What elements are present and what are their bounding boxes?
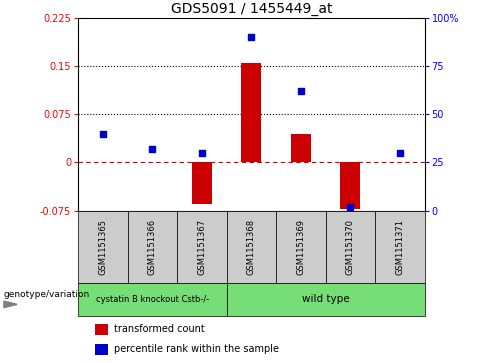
Point (99, 131, 107, 136)
Point (198, 150, 206, 156)
Polygon shape (4, 301, 17, 308)
Bar (226, 211, 276, 283)
Bar (226, 283, 425, 316)
Text: GSM1151366: GSM1151366 (148, 219, 157, 275)
Text: wild type: wild type (302, 294, 349, 305)
Bar (341, 163, 360, 209)
Point (148, 146, 156, 152)
Point (247, 34, 255, 40)
Bar (96, 344, 107, 355)
Text: GSM1151365: GSM1151365 (98, 219, 107, 275)
Text: GSM1151371: GSM1151371 (395, 219, 405, 275)
Bar (276, 211, 325, 283)
Bar (242, 63, 261, 163)
Text: cystatin B knockout Cstb-/-: cystatin B knockout Cstb-/- (96, 295, 209, 304)
Point (396, 150, 404, 156)
Bar (325, 211, 375, 283)
Title: GDS5091 / 1455449_at: GDS5091 / 1455449_at (171, 2, 332, 16)
Bar (78, 283, 226, 316)
Bar (177, 211, 226, 283)
Text: transformed count: transformed count (115, 325, 205, 334)
Bar (96, 324, 107, 335)
Point (297, 88, 305, 94)
Text: GSM1151369: GSM1151369 (296, 219, 305, 275)
Text: GSM1151370: GSM1151370 (346, 219, 355, 275)
Bar (127, 211, 177, 283)
Bar (192, 163, 212, 204)
Text: genotype/variation: genotype/variation (4, 290, 90, 299)
Text: GSM1151367: GSM1151367 (197, 219, 206, 275)
Text: percentile rank within the sample: percentile rank within the sample (115, 344, 280, 354)
Bar (291, 134, 311, 163)
Bar (375, 211, 425, 283)
Point (346, 204, 354, 209)
Text: GSM1151368: GSM1151368 (247, 219, 256, 275)
Bar (78, 211, 127, 283)
